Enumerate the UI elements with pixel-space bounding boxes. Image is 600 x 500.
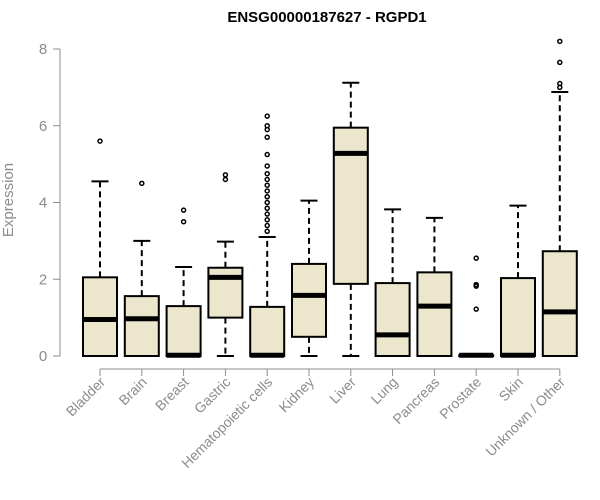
outlier-point bbox=[222, 172, 229, 178]
chart-title: ENSG00000187627 - RGPD1 bbox=[227, 9, 426, 26]
outlier-point bbox=[264, 170, 270, 177]
box bbox=[165, 305, 202, 357]
x-tick-label: Skin bbox=[496, 374, 527, 405]
outlier-point bbox=[557, 38, 563, 45]
x-tick-label: Kidney bbox=[276, 374, 318, 416]
outlier-point bbox=[473, 306, 479, 312]
outlier-point bbox=[264, 217, 270, 223]
x-tick-label: Liver bbox=[326, 374, 359, 407]
x-tick-label: Brain bbox=[115, 374, 149, 408]
box-group bbox=[416, 216, 453, 357]
outlier-point bbox=[264, 123, 270, 129]
x-tick-label: Lung bbox=[367, 374, 400, 407]
x-tick-label: Bladder bbox=[63, 374, 109, 420]
x-tick-label: Unknown / Other bbox=[482, 374, 568, 460]
box-group bbox=[374, 208, 411, 357]
outlier-point bbox=[473, 281, 479, 288]
outlier-point bbox=[264, 113, 270, 119]
box bbox=[374, 282, 411, 357]
outlier-point bbox=[264, 211, 270, 217]
box-group bbox=[82, 138, 118, 357]
box-group bbox=[332, 81, 369, 357]
box bbox=[123, 295, 160, 358]
outlier-point bbox=[473, 255, 479, 261]
box bbox=[541, 250, 578, 357]
box-group bbox=[541, 38, 578, 357]
y-tick-label: 4 bbox=[39, 195, 47, 212]
outlier-point bbox=[222, 176, 229, 183]
box bbox=[416, 271, 453, 357]
outlier-point bbox=[180, 207, 187, 213]
outlier-point bbox=[264, 151, 270, 158]
outlier-point bbox=[264, 176, 270, 183]
y-tick-label: 2 bbox=[39, 271, 47, 288]
box-group bbox=[123, 180, 160, 358]
outlier-point bbox=[264, 222, 270, 229]
box-group bbox=[291, 199, 327, 357]
outlier-point bbox=[264, 134, 270, 141]
box bbox=[82, 276, 118, 357]
outlier-point bbox=[264, 188, 270, 194]
x-tick-label: Breast bbox=[152, 374, 192, 414]
box-group bbox=[165, 207, 202, 358]
outlier-point bbox=[180, 218, 187, 225]
outlier-point bbox=[264, 205, 270, 212]
box-group bbox=[207, 172, 244, 357]
y-axis-label: Expression bbox=[0, 163, 17, 237]
outlier-point bbox=[557, 80, 563, 87]
outlier-point bbox=[264, 228, 270, 235]
y-tick-label: 0 bbox=[39, 348, 47, 365]
box-group bbox=[249, 113, 286, 358]
outlier-point bbox=[264, 193, 270, 200]
y-axis: 0 2 4 6 8 bbox=[39, 41, 61, 365]
x-tick-label: Prostate bbox=[436, 374, 484, 422]
y-tick-label: 6 bbox=[39, 118, 47, 135]
outlier-point bbox=[97, 138, 103, 144]
outlier-point bbox=[557, 59, 563, 66]
box bbox=[249, 305, 286, 358]
outlier-point bbox=[264, 182, 270, 188]
outlier-point bbox=[264, 199, 270, 206]
box bbox=[500, 277, 536, 358]
y-tick-label: 8 bbox=[39, 41, 47, 58]
outlier-point bbox=[139, 180, 145, 187]
box-series bbox=[82, 38, 578, 358]
box bbox=[291, 262, 327, 338]
box-group bbox=[458, 255, 495, 358]
box-group bbox=[500, 204, 536, 358]
outlier-point bbox=[264, 163, 270, 169]
